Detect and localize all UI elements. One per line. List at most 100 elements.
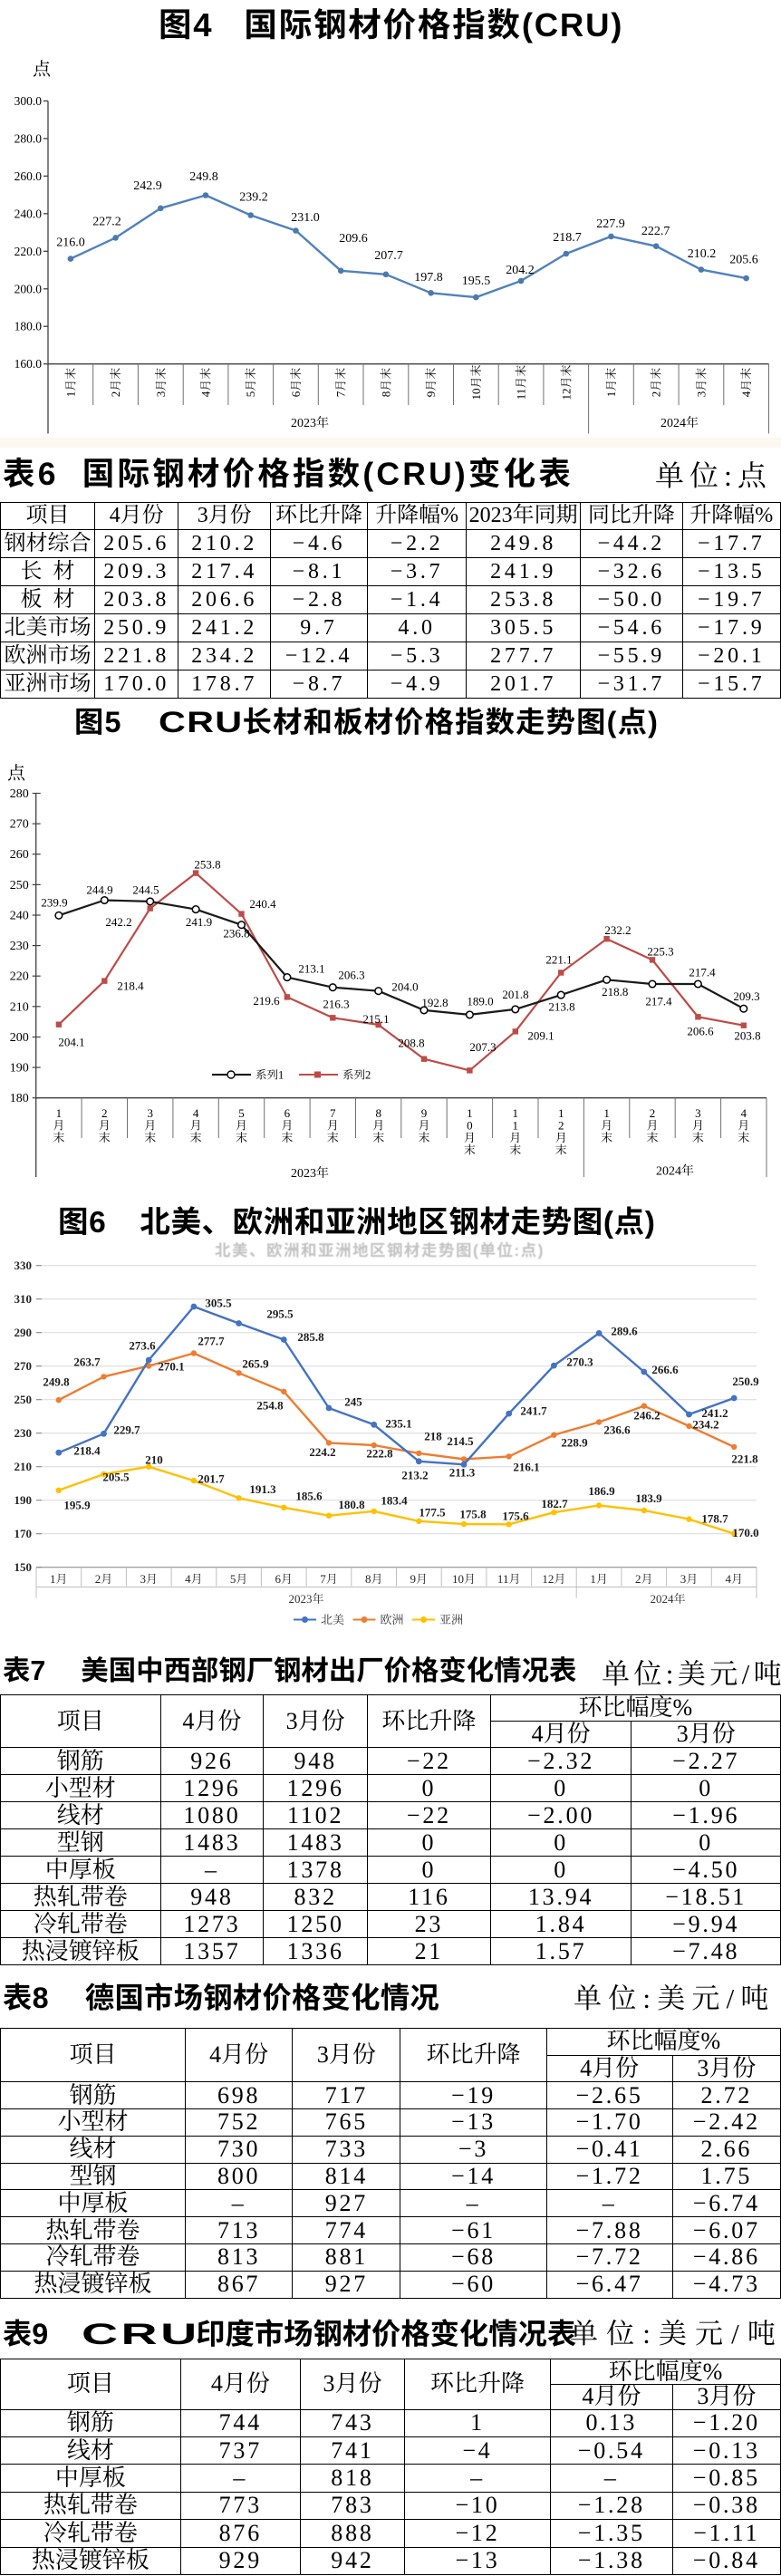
svg-text:197.8: 197.8 (414, 271, 443, 285)
svg-text:205.6: 205.6 (729, 254, 758, 267)
svg-text:月: 月 (190, 1119, 202, 1133)
svg-text:280.0: 280.0 (14, 131, 43, 145)
svg-text:末: 末 (692, 1131, 704, 1144)
svg-text:201.7: 201.7 (198, 1472, 225, 1486)
svg-text:218.4: 218.4 (73, 1444, 101, 1458)
svg-text:204.2: 204.2 (506, 264, 535, 277)
svg-text:3月: 3月 (140, 1572, 158, 1586)
svg-text:1月末: 1月末 (63, 368, 77, 398)
svg-text:244.5: 244.5 (132, 883, 159, 897)
svg-text:209.3: 209.3 (733, 989, 759, 1003)
svg-text:239.9: 239.9 (41, 896, 67, 910)
svg-text:2024年: 2024年 (650, 1592, 685, 1606)
svg-text:180: 180 (10, 1092, 29, 1105)
svg-text:末: 末 (509, 1143, 521, 1157)
svg-text:1: 1 (56, 1106, 63, 1120)
svg-text:241.7: 241.7 (520, 1404, 547, 1418)
svg-text:216.1: 216.1 (513, 1461, 539, 1474)
svg-text:216.0: 216.0 (56, 236, 85, 250)
svg-text:月: 月 (281, 1119, 293, 1133)
svg-text:182.7: 182.7 (541, 1497, 568, 1510)
svg-text:2: 2 (650, 1106, 656, 1120)
svg-text:208.8: 208.8 (398, 1037, 424, 1050)
svg-text:170: 170 (14, 1527, 33, 1540)
svg-text:189.0: 189.0 (467, 995, 493, 1008)
svg-text:270: 270 (10, 818, 29, 832)
svg-text:273.6: 273.6 (129, 1339, 156, 1353)
svg-text:330: 330 (14, 1259, 33, 1272)
svg-text:263.7: 263.7 (73, 1356, 101, 1369)
svg-text:240.0: 240.0 (14, 207, 43, 220)
svg-text:222.7: 222.7 (641, 225, 670, 238)
svg-text:1: 1 (603, 1106, 610, 1120)
svg-text:10月末: 10月末 (469, 364, 483, 400)
svg-text:207.7: 207.7 (374, 249, 403, 263)
svg-text:末: 末 (53, 1131, 64, 1144)
svg-text:220.0: 220.0 (14, 245, 43, 258)
svg-text:249.8: 249.8 (43, 1375, 70, 1389)
svg-text:260.0: 260.0 (14, 169, 43, 183)
svg-text:12月末: 12月末 (559, 364, 573, 400)
svg-text:5: 5 (238, 1106, 245, 1120)
svg-text:241.9: 241.9 (186, 915, 212, 929)
svg-text:191.3: 191.3 (249, 1482, 276, 1496)
svg-text:月: 月 (372, 1119, 384, 1133)
svg-text:2月: 2月 (95, 1572, 113, 1586)
svg-text:260: 260 (10, 848, 29, 862)
svg-text:200: 200 (10, 1031, 29, 1045)
svg-text:270.3: 270.3 (566, 1356, 593, 1369)
svg-text:1月末: 1月末 (604, 368, 618, 398)
svg-text:230: 230 (14, 1426, 33, 1440)
svg-text:月: 月 (555, 1131, 567, 1144)
svg-text:2023年: 2023年 (291, 1166, 329, 1181)
svg-text:236.6: 236.6 (603, 1423, 631, 1437)
svg-text:4月末: 4月末 (199, 368, 213, 398)
svg-text:209.1: 209.1 (527, 1029, 554, 1043)
svg-text:228.9: 228.9 (561, 1436, 588, 1450)
svg-text:2月末: 2月末 (109, 368, 122, 398)
svg-text:183.4: 183.4 (381, 1494, 408, 1508)
svg-text:1月: 1月 (590, 1572, 608, 1586)
svg-text:310: 310 (14, 1292, 33, 1306)
svg-text:1: 1 (513, 1106, 519, 1120)
svg-text:230: 230 (10, 940, 29, 953)
svg-text:11月末: 11月末 (515, 365, 528, 400)
svg-text:201.8: 201.8 (502, 988, 528, 1001)
svg-text:欧洲: 欧洲 (381, 1613, 404, 1626)
svg-text:250.9: 250.9 (732, 1375, 759, 1388)
svg-text:9月: 9月 (410, 1572, 429, 1586)
svg-text:4: 4 (193, 1106, 199, 1120)
svg-text:175.8: 175.8 (459, 1508, 487, 1521)
svg-text:8: 8 (375, 1106, 381, 1120)
svg-text:250: 250 (14, 1393, 33, 1406)
svg-text:218.4: 218.4 (117, 979, 144, 993)
svg-text:195.9: 195.9 (63, 1499, 91, 1512)
svg-text:末: 末 (327, 1131, 339, 1144)
svg-text:末: 末 (144, 1131, 156, 1144)
svg-text:218.7: 218.7 (553, 231, 582, 245)
svg-text:150: 150 (14, 1560, 33, 1574)
svg-text:9月末: 9月末 (424, 368, 438, 398)
svg-text:末: 末 (281, 1131, 293, 1144)
svg-text:183.9: 183.9 (635, 1491, 662, 1505)
svg-text:3: 3 (695, 1106, 701, 1120)
svg-text:2023年: 2023年 (288, 1592, 323, 1606)
svg-text:250: 250 (10, 879, 29, 892)
svg-text:1月: 1月 (50, 1572, 68, 1586)
svg-text:4月: 4月 (725, 1572, 743, 1586)
svg-text:222.8: 222.8 (366, 1447, 393, 1461)
svg-text:4: 4 (741, 1106, 747, 1120)
svg-text:232.2: 232.2 (604, 923, 631, 937)
svg-text:5月末: 5月末 (244, 368, 257, 398)
svg-text:270.1: 270.1 (158, 1360, 184, 1374)
svg-text:7月末: 7月末 (334, 368, 348, 398)
svg-text:6: 6 (284, 1106, 291, 1120)
svg-text:4月: 4月 (185, 1572, 203, 1586)
svg-text:195.5: 195.5 (462, 275, 491, 288)
svg-text:7月: 7月 (320, 1572, 338, 1586)
svg-text:241.2: 241.2 (701, 1406, 728, 1420)
svg-text:305.5: 305.5 (205, 1297, 232, 1310)
svg-text:221.1: 221.1 (545, 953, 572, 967)
svg-text:210.2: 210.2 (688, 247, 717, 261)
svg-text:月: 月 (601, 1119, 612, 1133)
